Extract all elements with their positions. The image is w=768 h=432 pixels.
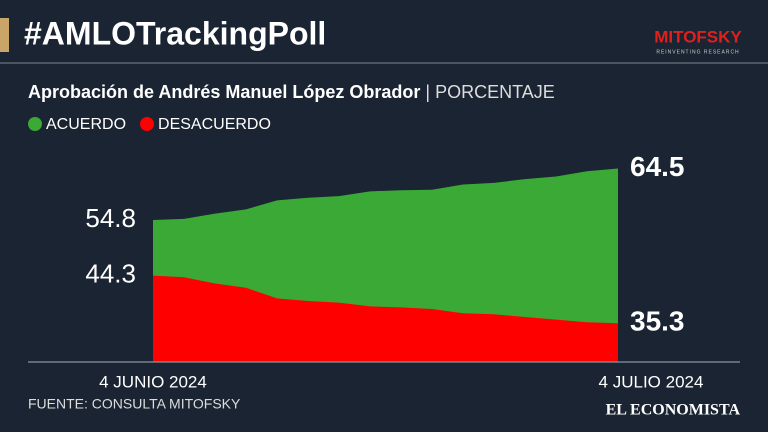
chart-subtitle: PORCENTAJE — [435, 82, 555, 102]
area — [153, 275, 618, 362]
start-value-label: 54.8 — [85, 203, 136, 233]
x-tick-label: 4 JULIO 2024 — [599, 372, 704, 391]
separator: | — [420, 82, 435, 102]
accent-bar — [0, 18, 9, 52]
end-value-label: 64.5 — [630, 151, 685, 182]
legend-label: ACUERDO — [46, 116, 126, 133]
start-value-label: 44.3 — [85, 258, 136, 288]
legend-swatch — [140, 117, 155, 131]
logo: MITOFSKY — [654, 27, 742, 46]
legend-label: DESACUERDO — [158, 116, 271, 133]
chart-title: Aprobación de Andrés Manuel López Obrado… — [28, 82, 420, 102]
x-tick-label: 4 JUNIO 2024 — [99, 372, 207, 391]
end-value-label: 35.3 — [630, 306, 685, 337]
publisher: EL ECONOMISTA — [606, 402, 741, 419]
source: FUENTE: CONSULTA MITOFSKY — [28, 396, 241, 412]
chart-heading: Aprobación de Andrés Manuel López Obrado… — [28, 82, 555, 102]
page-title: #AMLOTrackingPoll — [24, 15, 326, 51]
logo-tagline: REINVENTING RESEARCH — [656, 49, 739, 55]
legend-swatch — [28, 117, 42, 131]
